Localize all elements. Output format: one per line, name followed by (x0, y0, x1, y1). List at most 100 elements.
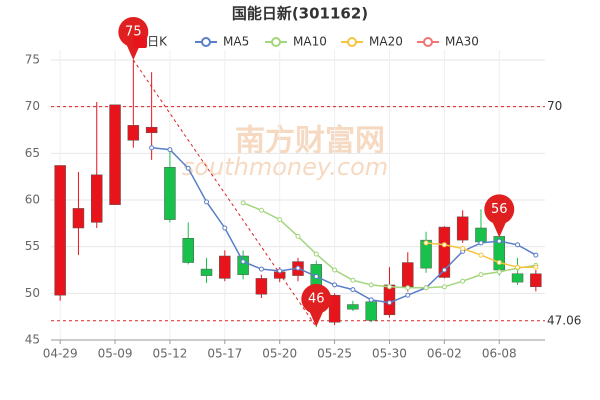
ma-point (313, 251, 319, 257)
candle-body (145, 126, 158, 134)
legend-label: MA20 (369, 35, 403, 49)
ma-point (441, 267, 447, 273)
candle-body (365, 301, 377, 321)
candle-body (328, 294, 341, 323)
ma-point (423, 240, 429, 246)
candle-body (237, 255, 249, 275)
ma-point (295, 233, 301, 239)
ma-point (478, 252, 484, 258)
ma-point (368, 282, 374, 288)
y-tick-label: 75 (25, 53, 40, 67)
candle-body (91, 174, 103, 223)
ma-point (350, 277, 356, 283)
candle-body (511, 273, 524, 283)
ma-point (533, 264, 539, 270)
annotation-label: 75 (125, 25, 142, 40)
watermark: 南方财富网 (235, 124, 385, 159)
ma-point (533, 252, 539, 258)
candle-body (219, 255, 231, 279)
ma-point (185, 165, 191, 171)
x-tick-label: 05-09 (98, 347, 133, 361)
ma-point (496, 238, 502, 244)
ma-point (460, 278, 466, 284)
candle-body (72, 208, 85, 229)
x-tick-label: 04-29 (43, 347, 78, 361)
candle-body (127, 125, 140, 141)
y-tick-label: 60 (25, 193, 40, 207)
annotation-bubble (301, 283, 332, 314)
ma-point (441, 284, 447, 290)
y-tick-label: 50 (25, 286, 40, 300)
y-tick-label: 65 (25, 146, 40, 160)
legend-label: MA10 (293, 35, 327, 49)
candle-body (164, 167, 176, 220)
ma-point (295, 265, 301, 271)
ma-point (478, 240, 484, 246)
annotation-pin (491, 219, 508, 238)
candle-body (530, 273, 542, 288)
legend-label: MA30 (445, 35, 479, 49)
y-tick-label: 45 (25, 333, 40, 347)
ma-point (496, 260, 502, 266)
ma-point (222, 225, 228, 231)
annotation-label: 46 (308, 291, 325, 306)
ma-point (277, 217, 283, 223)
candle-body (200, 268, 213, 276)
ma-point (405, 292, 411, 298)
ma-point (350, 287, 356, 293)
reference-label: 70 (547, 99, 562, 113)
candle-body (456, 216, 469, 241)
ma-point (441, 242, 447, 248)
ma-point (515, 264, 521, 270)
annotation-label: 56 (491, 202, 508, 217)
ma-point (460, 246, 466, 252)
ma-point (386, 284, 392, 290)
ma-point (332, 282, 338, 288)
ma-point (332, 267, 338, 273)
legend-swatch (133, 36, 147, 48)
ma-point (386, 300, 392, 306)
legend-label: MA5 (223, 35, 249, 49)
x-tick-label: 06-08 (482, 347, 517, 361)
ma-point (258, 266, 264, 272)
ma-point (167, 147, 173, 153)
reference-label: 47.06 (547, 313, 581, 327)
candle-body (255, 278, 268, 295)
candle-body (438, 226, 451, 278)
candle-body (420, 239, 432, 269)
ma-point (204, 199, 210, 205)
ma-line (151, 146, 537, 304)
candle-body (182, 238, 194, 263)
ma-point (240, 200, 246, 206)
candle-body (475, 227, 487, 243)
candle-body (109, 104, 121, 205)
x-tick-label: 05-17 (207, 347, 242, 361)
annotation-bubble (484, 194, 515, 225)
ma-point (478, 272, 484, 278)
legend-label: 日K (147, 35, 168, 49)
watermark-sub: southmoney.com (182, 153, 388, 181)
legend-marker (201, 37, 211, 47)
legend-marker (423, 37, 433, 47)
candle-body (402, 262, 414, 288)
ma-point (515, 242, 521, 248)
candle-body (383, 284, 396, 316)
x-tick-label: 05-30 (372, 347, 407, 361)
chart-title: 国能日新(301162) (232, 5, 368, 23)
ma-point (496, 269, 502, 275)
ma-point (258, 207, 264, 213)
ma-point (368, 297, 374, 303)
ma-point (405, 285, 411, 291)
y-tick-label: 70 (25, 99, 40, 113)
annotation-pin (308, 308, 325, 327)
y-tick-label: 55 (25, 239, 40, 253)
legend-marker (271, 37, 281, 47)
ma-point (277, 268, 283, 274)
candle-body (54, 165, 66, 296)
legend-marker (347, 37, 357, 47)
ma-point (240, 259, 246, 265)
ma-point (423, 285, 429, 291)
ma-point (149, 145, 155, 151)
candle-body (347, 304, 359, 310)
